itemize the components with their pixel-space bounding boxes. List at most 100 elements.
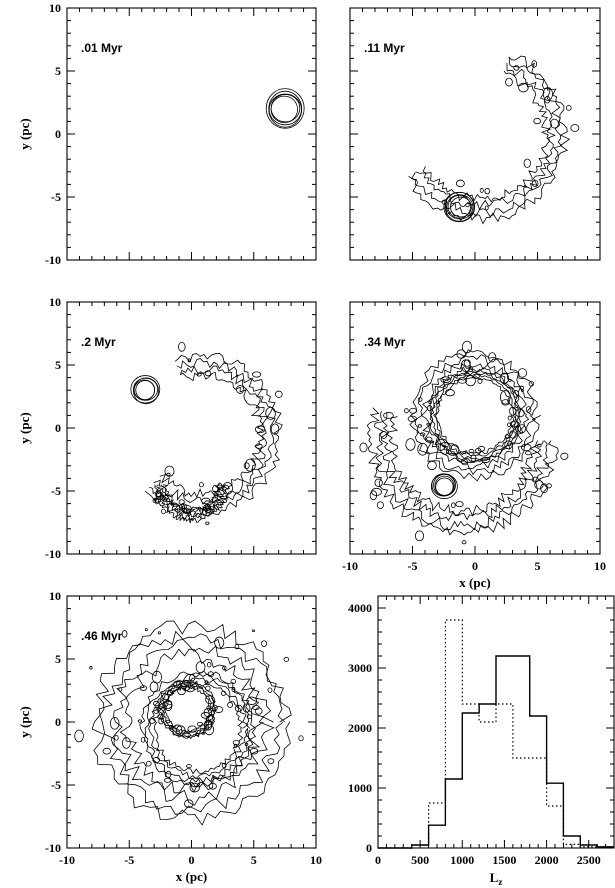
cluster-contour bbox=[433, 473, 456, 497]
x-tick-label: 1500 bbox=[492, 853, 516, 867]
density-island bbox=[451, 502, 456, 509]
density-island bbox=[265, 406, 276, 420]
density-island bbox=[533, 117, 541, 125]
density-island bbox=[204, 680, 209, 685]
density-contour bbox=[148, 677, 249, 780]
density-contour bbox=[411, 56, 563, 218]
density-island bbox=[161, 508, 166, 515]
density-island bbox=[212, 704, 218, 712]
density-island bbox=[475, 447, 482, 454]
density-island bbox=[484, 205, 489, 211]
density-island bbox=[405, 438, 416, 451]
contours-p1 bbox=[265, 88, 305, 129]
density-island bbox=[139, 685, 148, 691]
cluster-contour bbox=[270, 95, 298, 123]
density-island bbox=[155, 492, 165, 501]
density-island bbox=[565, 105, 572, 111]
density-island bbox=[169, 725, 174, 730]
density-island bbox=[517, 368, 528, 378]
contours-p4 bbox=[359, 340, 569, 545]
density-contour bbox=[154, 484, 230, 524]
x-tick-label: 5 bbox=[535, 559, 541, 573]
ticks-p3 bbox=[66, 301, 317, 555]
density-island bbox=[428, 400, 432, 404]
x-tick-label: 2500 bbox=[577, 853, 601, 867]
density-island bbox=[242, 703, 251, 713]
density-island bbox=[359, 442, 368, 453]
density-island bbox=[417, 442, 428, 456]
density-contour bbox=[422, 70, 552, 203]
density-island bbox=[570, 124, 580, 132]
x-tick-label: -5 bbox=[408, 559, 418, 573]
x-tick-label: 5 bbox=[251, 853, 257, 867]
panel-p1: -10 -5 0 5 10 y (pc) .01 Myr bbox=[17, 1, 317, 267]
panel-p2: .11 Myr bbox=[349, 7, 601, 261]
density-island bbox=[441, 199, 448, 205]
density-island bbox=[198, 482, 204, 488]
y-tick-label: -10 bbox=[45, 841, 61, 855]
density-contour bbox=[144, 673, 252, 784]
y-tick-label: -5 bbox=[51, 484, 61, 498]
density-island bbox=[148, 718, 156, 724]
density-island bbox=[220, 690, 226, 696]
density-island bbox=[202, 506, 213, 517]
density-island bbox=[102, 747, 111, 755]
density-island bbox=[222, 482, 233, 495]
density-island bbox=[427, 460, 437, 471]
density-island bbox=[166, 472, 171, 477]
density-island bbox=[440, 376, 452, 384]
density-island bbox=[371, 487, 382, 496]
density-contour bbox=[91, 620, 292, 826]
density-island bbox=[540, 483, 549, 494]
y-tick-label: 0 bbox=[366, 841, 372, 855]
density-island bbox=[164, 465, 175, 477]
density-contour bbox=[162, 684, 214, 735]
ticks-p5 bbox=[66, 595, 317, 849]
density-island bbox=[374, 478, 383, 487]
density-island bbox=[183, 508, 192, 515]
density-island bbox=[172, 724, 183, 736]
x-tick-label: 0 bbox=[375, 853, 381, 867]
y-tick-label: -10 bbox=[45, 253, 61, 267]
density-island bbox=[477, 378, 483, 384]
density-island bbox=[435, 400, 440, 405]
density-island bbox=[380, 431, 388, 439]
time-label: .2 Myr bbox=[81, 335, 116, 349]
y-tick-label: 10 bbox=[49, 295, 61, 309]
density-contour bbox=[151, 681, 244, 775]
density-island bbox=[481, 456, 491, 463]
x-tick-label: -10 bbox=[59, 853, 75, 867]
histogram-solid-series bbox=[378, 655, 614, 849]
density-island bbox=[542, 87, 553, 101]
density-island bbox=[523, 158, 531, 168]
density-island bbox=[181, 503, 188, 509]
histogram-dotted-series bbox=[378, 619, 614, 849]
density-island bbox=[426, 422, 430, 426]
density-island bbox=[167, 700, 173, 706]
density-island bbox=[189, 782, 200, 793]
density-island bbox=[465, 375, 476, 387]
density-island bbox=[172, 680, 182, 688]
density-island bbox=[246, 714, 253, 719]
density-island bbox=[409, 407, 417, 414]
density-island bbox=[165, 719, 171, 724]
density-island bbox=[500, 390, 511, 405]
density-island bbox=[456, 349, 466, 359]
density-contour bbox=[386, 416, 539, 517]
density-island bbox=[246, 696, 258, 705]
density-island bbox=[244, 458, 256, 472]
density-island bbox=[212, 484, 219, 493]
density-island bbox=[444, 389, 455, 397]
density-contour bbox=[408, 55, 571, 225]
density-island bbox=[546, 483, 552, 489]
x-axis-label-subscript: z bbox=[498, 877, 502, 887]
x-axis-label: x (pc) bbox=[459, 575, 490, 590]
density-island bbox=[89, 666, 93, 670]
density-island bbox=[231, 687, 236, 692]
density-contour bbox=[98, 630, 285, 815]
density-island bbox=[450, 444, 460, 456]
density-island bbox=[274, 390, 283, 398]
density-island bbox=[195, 661, 206, 674]
density-island bbox=[162, 700, 173, 710]
density-island bbox=[531, 179, 539, 188]
